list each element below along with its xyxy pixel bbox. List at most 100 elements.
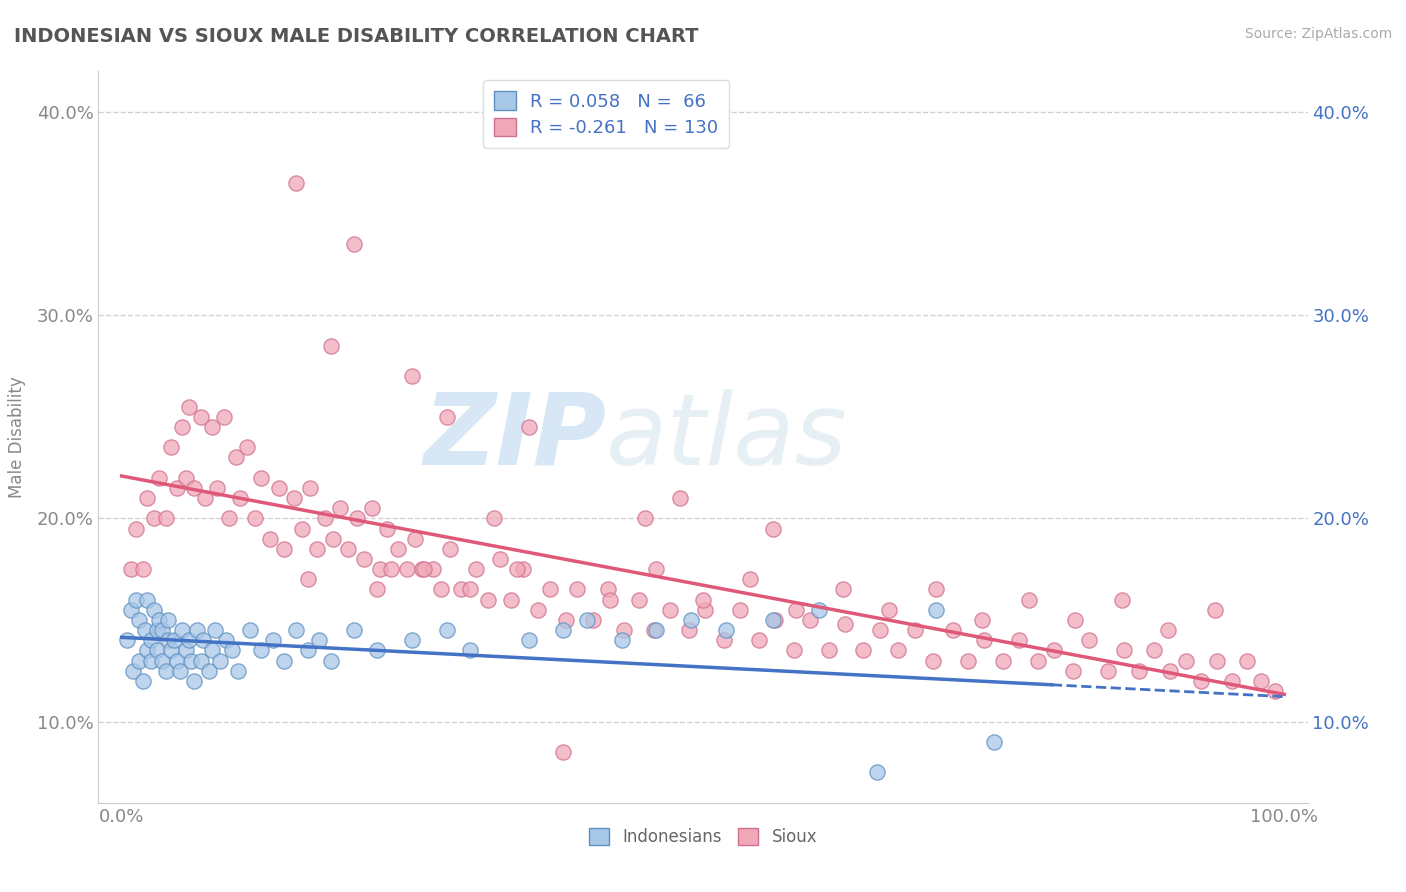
Point — [716, 623, 738, 637]
Point — [337, 541, 360, 556]
Point — [148, 471, 170, 485]
Point — [762, 613, 785, 627]
Point — [387, 541, 409, 556]
Text: INDONESIAN VS SIOUX MALE DISABILITY CORRELATION CHART: INDONESIAN VS SIOUX MALE DISABILITY CORR… — [14, 27, 699, 45]
Point — [225, 450, 247, 465]
Point — [645, 562, 668, 576]
Point — [267, 481, 290, 495]
Point — [120, 603, 142, 617]
Point — [957, 654, 980, 668]
Point — [501, 592, 523, 607]
Point — [159, 440, 181, 454]
Point — [250, 643, 273, 657]
Point — [194, 491, 217, 505]
Point — [852, 643, 875, 657]
Point — [190, 409, 212, 424]
Point — [305, 541, 328, 556]
Point — [148, 613, 170, 627]
Point — [866, 765, 889, 780]
Point — [143, 603, 166, 617]
Point — [380, 562, 402, 576]
Point — [512, 562, 534, 576]
Point — [262, 633, 284, 648]
Point — [346, 511, 368, 525]
Point — [422, 562, 444, 576]
Point — [179, 400, 201, 414]
Point — [179, 633, 201, 648]
Point — [482, 511, 505, 525]
Point — [136, 643, 159, 657]
Point — [283, 491, 305, 505]
Point — [155, 664, 177, 678]
Point — [869, 623, 891, 637]
Point — [465, 562, 488, 576]
Point — [239, 623, 262, 637]
Point — [436, 623, 458, 637]
Point — [259, 532, 281, 546]
Point — [1159, 664, 1181, 678]
Point — [527, 603, 550, 617]
Point — [1264, 684, 1286, 698]
Point — [124, 592, 146, 607]
Point — [128, 613, 150, 627]
Point — [1189, 673, 1212, 688]
Point — [319, 654, 342, 668]
Point — [1250, 673, 1272, 688]
Point — [610, 633, 633, 648]
Point — [145, 643, 167, 657]
Point — [360, 501, 382, 516]
Point — [172, 420, 194, 434]
Text: atlas: atlas — [606, 389, 848, 485]
Point — [1143, 643, 1166, 657]
Point — [808, 603, 831, 617]
Point — [124, 521, 146, 535]
Point — [430, 582, 453, 597]
Point — [229, 491, 252, 505]
Text: ZIP: ZIP — [423, 389, 606, 485]
Point — [554, 613, 576, 627]
Point — [1008, 633, 1031, 648]
Point — [922, 654, 945, 668]
Point — [713, 633, 735, 648]
Point — [319, 339, 342, 353]
Point — [308, 633, 330, 648]
Point — [643, 623, 665, 637]
Point — [163, 633, 186, 648]
Point — [136, 592, 159, 607]
Point — [366, 582, 388, 597]
Point — [183, 673, 205, 688]
Point — [117, 633, 139, 648]
Point — [567, 582, 589, 597]
Point — [134, 623, 156, 637]
Point — [596, 582, 619, 597]
Point — [174, 643, 197, 657]
Point — [1220, 673, 1243, 688]
Point — [201, 643, 224, 657]
Point — [314, 511, 336, 525]
Point — [1078, 633, 1101, 648]
Point — [1018, 592, 1040, 607]
Point — [1026, 654, 1049, 668]
Point — [1043, 643, 1066, 657]
Point — [506, 562, 529, 576]
Point — [131, 562, 153, 576]
Point — [1204, 603, 1226, 617]
Point — [245, 511, 267, 525]
Point — [762, 521, 785, 535]
Point — [157, 613, 180, 627]
Point — [738, 572, 761, 586]
Point — [368, 562, 391, 576]
Point — [285, 623, 308, 637]
Point — [517, 633, 540, 648]
Point — [150, 623, 173, 637]
Point — [145, 623, 167, 637]
Point — [695, 603, 717, 617]
Point — [436, 409, 458, 424]
Point — [166, 654, 188, 668]
Point — [139, 633, 162, 648]
Point — [236, 440, 259, 454]
Point — [748, 633, 770, 648]
Point — [343, 623, 366, 637]
Point — [460, 643, 482, 657]
Point — [221, 643, 243, 657]
